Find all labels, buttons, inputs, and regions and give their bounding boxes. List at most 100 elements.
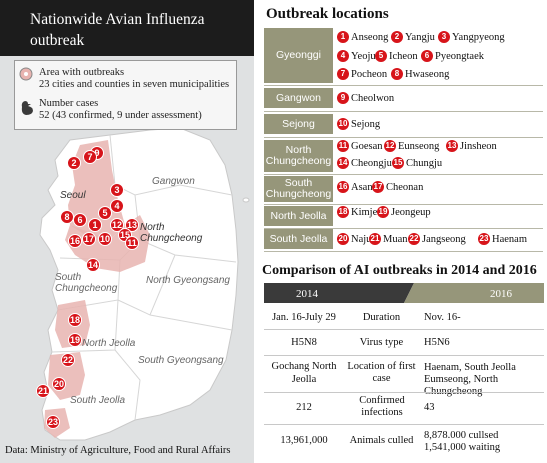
marker-number: 21 — [369, 233, 381, 245]
location-name: Anseong — [351, 31, 389, 43]
outbreak-marker-2[interactable]: 2 — [67, 156, 81, 170]
marker-number: 22 — [408, 233, 420, 245]
legend-area-row: Area with outbreaks 23 cities and counti… — [19, 67, 230, 91]
row-divider — [264, 137, 543, 138]
location-name: Yangpyeong — [452, 31, 505, 43]
value-2014: Jan. 16-July 29 — [272, 312, 336, 323]
location-item: 14 Cheongju — [337, 157, 392, 169]
location-name: Yeoju — [351, 50, 376, 62]
location-item: 11 Goesan — [337, 140, 383, 152]
location-item: 6 Pyeongtaek — [421, 50, 484, 62]
location-item: 18 Kimje — [337, 206, 377, 218]
outbreak-marker-14[interactable]: 14 — [86, 258, 100, 272]
location-name: Icheon — [389, 50, 418, 62]
location-item: 8 Hwaseong — [391, 68, 449, 80]
location-item: 9 Cheolwon — [337, 92, 394, 104]
outbreak-marker-18[interactable]: 18 — [68, 313, 82, 327]
outbreak-marker-11[interactable]: 11 — [125, 236, 139, 250]
location-name: Goesan — [351, 140, 383, 152]
marker-number: 19 — [377, 206, 389, 218]
location-item: 16 Asan — [337, 181, 373, 193]
outbreak-marker-3[interactable]: 3 — [110, 183, 124, 197]
region-label-north-gyeongsang: North Gyeongsang — [146, 275, 230, 286]
outbreak-marker-19[interactable]: 19 — [68, 333, 82, 347]
marker-number: 16 — [337, 181, 349, 193]
outbreak-marker-10[interactable]: 10 — [98, 232, 112, 246]
region-label-north-chungcheong: North Chungcheong — [140, 222, 203, 244]
value-2016: H5N6 — [424, 337, 450, 348]
location-name: Cheonan — [386, 181, 424, 193]
location-name: Muan — [383, 233, 408, 245]
outbreak-map-panel: Nationwide Avian Influenza outbreak Area… — [0, 0, 254, 463]
outbreak-marker-4[interactable]: 4 — [110, 199, 124, 213]
location-name: Cheongju — [351, 157, 392, 169]
region-label-gangwon: Gangwon — [152, 176, 195, 187]
outbreak-marker-5[interactable]: 5 — [98, 206, 112, 220]
outbreak-marker-8[interactable]: 8 — [60, 210, 74, 224]
marker-number: 5 — [375, 50, 387, 62]
outbreak-marker-1[interactable]: 1 — [88, 218, 102, 232]
location-item: 2 Yangju — [391, 31, 435, 43]
outbreak-marker-7[interactable]: 7 — [83, 150, 97, 164]
marker-number: 7 — [337, 68, 349, 80]
province-gangwon: Gangwon — [264, 88, 333, 108]
marker-number: 15 — [392, 157, 404, 169]
location-item: 1 Anseong — [337, 31, 388, 43]
comparison-row: Jan. 16-July 29 Duration Nov. 16- — [264, 312, 544, 326]
location-item: 21 Muan — [369, 233, 408, 245]
outbreak-marker-21[interactable]: 21 — [36, 384, 50, 398]
location-name: Jinsheon — [460, 140, 497, 152]
location-name: Naju — [351, 233, 372, 245]
row-divider — [264, 392, 544, 393]
location-item: 12 Eunseong — [384, 140, 439, 152]
location-item: 4 Yeoju — [337, 50, 376, 62]
marker-number: 14 — [337, 157, 349, 169]
row-divider — [264, 424, 544, 425]
legend-area-detail: 23 cities and counties in seven municipa… — [39, 79, 230, 90]
outbreak-marker-17[interactable]: 17 — [82, 232, 96, 246]
location-name: Haenam — [492, 233, 527, 245]
location-item: 22 Jangseong — [408, 233, 466, 245]
location-name: Jeongeup — [391, 206, 431, 218]
location-name: Pyeongtaek — [435, 50, 484, 62]
value-2016: 43 — [424, 402, 435, 413]
outbreak-marker-22[interactable]: 22 — [61, 353, 75, 367]
year-label-2014: 2014 — [296, 288, 319, 300]
map-title: Nationwide Avian Influenza outbreak — [0, 0, 254, 56]
location-name: Hwaseong — [405, 68, 450, 80]
province-north-chungcheong: North Chungcheong — [264, 140, 333, 172]
value-2014: 13,961,000 — [280, 435, 328, 446]
location-name: Kimje — [351, 206, 378, 218]
value-2014: H5N8 — [291, 337, 317, 348]
location-item: 19 Jeongeup — [377, 206, 431, 218]
row-divider — [264, 329, 544, 330]
value-2016: Nov. 16- — [424, 312, 461, 323]
marker-number: 20 — [337, 233, 349, 245]
region-label-south-chungcheong: South Chungcheong — [55, 272, 118, 294]
outbreak-marker-16[interactable]: 16 — [68, 234, 82, 248]
region-label-south-gyeongsang: South Gyeongsang — [138, 355, 224, 366]
marker-number: 13 — [446, 140, 458, 152]
row-label: Location of first case — [347, 361, 416, 384]
outbreak-marker-6[interactable]: 6 — [73, 213, 87, 227]
duck-icon — [21, 101, 33, 115]
year-header-bar: 2014 2016 — [264, 283, 544, 303]
row-divider — [264, 174, 543, 175]
row-label: Duration — [362, 312, 401, 323]
location-item: 17 Cheonan — [372, 181, 423, 193]
location-item: 20 Naju — [337, 233, 371, 245]
marker-number: 23 — [478, 233, 490, 245]
legend-cases-detail: 52 (43 confirmed, 9 under assessment) — [39, 110, 202, 121]
outbreak-marker-23[interactable]: 23 — [46, 415, 60, 429]
outbreak-marker-20[interactable]: 20 — [52, 377, 66, 391]
row-label: Animals culled — [349, 435, 414, 446]
province-north-jeolla: North Jeolla — [264, 206, 333, 226]
location-item: 15 Chungju — [392, 157, 442, 169]
location-item: 10 Sejong — [337, 118, 380, 130]
marker-number: 9 — [337, 92, 349, 104]
marker-number: 1 — [337, 31, 349, 43]
year-label-2016: 2016 — [490, 288, 513, 300]
map-legend: Area with outbreaks 23 cities and counti… — [14, 60, 237, 130]
marker-number: 6 — [421, 50, 433, 62]
comparison-row: 212 Confirmed infections 43 — [264, 395, 544, 421]
